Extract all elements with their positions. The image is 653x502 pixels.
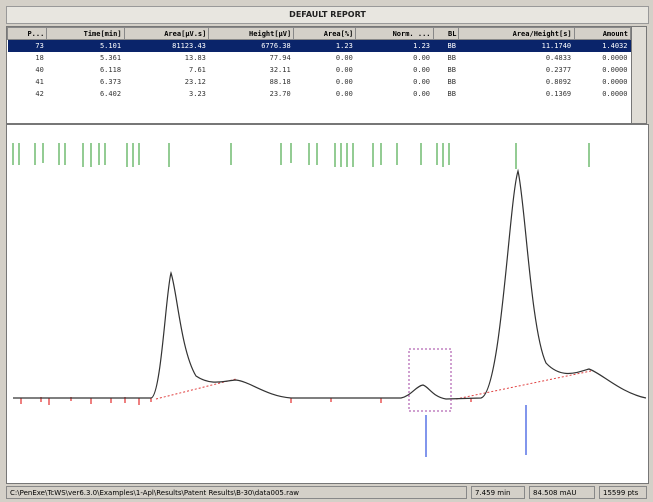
table-cell: 18 bbox=[35, 54, 44, 62]
table-cell: 0.0000 bbox=[602, 54, 628, 62]
peak-labels bbox=[12, 143, 590, 169]
point-count: 15599 pts bbox=[599, 486, 647, 499]
table-cell: 6.373 bbox=[99, 78, 122, 86]
table-body: 73 5.101 81123.43 6776.38 1.23 1.23 BB 11.1740 1… bbox=[7, 39, 631, 101]
file-path: C:\PenExe\TcWS\ver6.3.0\Examples\1-Apl\R… bbox=[6, 486, 467, 499]
table-cell: 42 bbox=[35, 90, 44, 98]
table-row[interactable]: 41 6.373 23.12 88.18 0.00 0.00 BB 0.8092 0.0000 bbox=[8, 76, 631, 88]
table-cell: 0.00 bbox=[335, 90, 353, 98]
table-cell: 81123.43 bbox=[124, 39, 209, 52]
status-bar: C:\PenExe\TcWS\ver6.3.0\Examples\1-Apl\R… bbox=[6, 486, 647, 499]
scrollbar[interactable] bbox=[631, 26, 647, 124]
table-cell: 77.94 bbox=[269, 54, 291, 62]
column-header[interactable]: P... bbox=[6, 27, 48, 40]
table-cell: 23.70 bbox=[269, 90, 291, 98]
table-cell: 0.00 bbox=[413, 66, 431, 74]
column-header[interactable]: Amount bbox=[573, 27, 632, 40]
column-header[interactable]: Area[%] bbox=[293, 27, 357, 40]
table-cell: BB bbox=[447, 78, 456, 86]
column-header[interactable]: Norm. ... bbox=[355, 27, 434, 40]
table-cell: 0.00 bbox=[335, 66, 353, 74]
table-cell: 6.118 bbox=[99, 66, 122, 74]
table-cell: 5.361 bbox=[99, 54, 122, 62]
table-cell: 0.0000 bbox=[602, 66, 628, 74]
table-cell: 0.00 bbox=[335, 78, 353, 86]
table-cell: BB bbox=[433, 39, 459, 52]
table-cell: 0.1369 bbox=[545, 90, 572, 98]
table-cell: 32.11 bbox=[269, 66, 291, 74]
table-cell: 0.0000 bbox=[602, 90, 628, 98]
column-header[interactable]: Area[µV.s] bbox=[123, 27, 210, 40]
table-cell: 41 bbox=[35, 78, 44, 86]
column-header[interactable]: Height[µV] bbox=[208, 27, 295, 40]
column-header[interactable]: Time[min] bbox=[46, 27, 125, 40]
signal-trace bbox=[13, 168, 647, 400]
table-cell: 1.23 bbox=[293, 39, 356, 52]
table-cell: 0.4833 bbox=[545, 54, 572, 62]
cursor-signal: 84.508 mAU bbox=[529, 486, 595, 499]
table-cell: 6.402 bbox=[99, 90, 122, 98]
table-row[interactable]: 42 6.402 3.23 23.70 0.00 0.00 BB 0.1369 0.0000 bbox=[8, 88, 631, 100]
table-cell: 0.00 bbox=[413, 54, 431, 62]
column-header[interactable]: BL bbox=[432, 27, 460, 40]
table-cell: 1.4032 bbox=[574, 39, 631, 52]
table-cell: 0.00 bbox=[335, 54, 353, 62]
report-title: DEFAULT REPORT bbox=[6, 6, 649, 24]
table-cell: 1.23 bbox=[355, 39, 434, 52]
zoom-box bbox=[408, 348, 452, 412]
table-cell: 23.12 bbox=[184, 78, 206, 86]
table-cell: BB bbox=[447, 54, 456, 62]
event-labels bbox=[425, 405, 527, 457]
table-cell: 0.2377 bbox=[545, 66, 572, 74]
table-row[interactable]: 73 5.101 81123.43 6776.38 1.23 1.23 BB 11.1740 1… bbox=[7, 39, 631, 52]
table-cell: 0.8092 bbox=[545, 78, 572, 86]
table-cell: 6776.38 bbox=[208, 39, 294, 52]
table-cell: 7.61 bbox=[189, 66, 206, 74]
cursor-time: 7.459 min bbox=[471, 486, 525, 499]
table-cell: 0.0000 bbox=[602, 78, 628, 86]
table-cell: 0.00 bbox=[413, 90, 431, 98]
table-cell: 5.101 bbox=[46, 39, 125, 52]
table-cell: 40 bbox=[35, 66, 44, 74]
baseline bbox=[155, 370, 592, 400]
chromatogram bbox=[6, 124, 649, 484]
table-cell: 13.83 bbox=[184, 54, 206, 62]
table-cell: BB bbox=[447, 66, 456, 74]
table-cell: BB bbox=[447, 90, 456, 98]
table: P... Time[min] Area[µV.s] Height[µV] Area[%]… bbox=[6, 27, 632, 101]
table-cell: 0.00 bbox=[413, 78, 431, 86]
results-table: P... Time[min] Area[µV.s] Height[µV] Area[%]… bbox=[6, 26, 632, 124]
table-cell: 3.23 bbox=[189, 90, 206, 98]
column-header[interactable]: Area/Height[s] bbox=[458, 27, 575, 40]
header-row: P... Time[min] Area[µV.s] Height[µV] Area[%]… bbox=[6, 27, 632, 40]
table-cell: 88.18 bbox=[269, 78, 291, 86]
table-cell: 73 bbox=[7, 39, 47, 52]
table-row[interactable]: 40 6.118 7.61 32.11 0.00 0.00 BB 0.2377 0.0000 bbox=[8, 64, 631, 76]
baseline-noise bbox=[20, 397, 472, 405]
table-row[interactable]: 18 5.361 13.83 77.94 0.00 0.00 BB 0.4833 0.0000 bbox=[8, 52, 631, 64]
table-cell: 11.1740 bbox=[458, 39, 575, 52]
